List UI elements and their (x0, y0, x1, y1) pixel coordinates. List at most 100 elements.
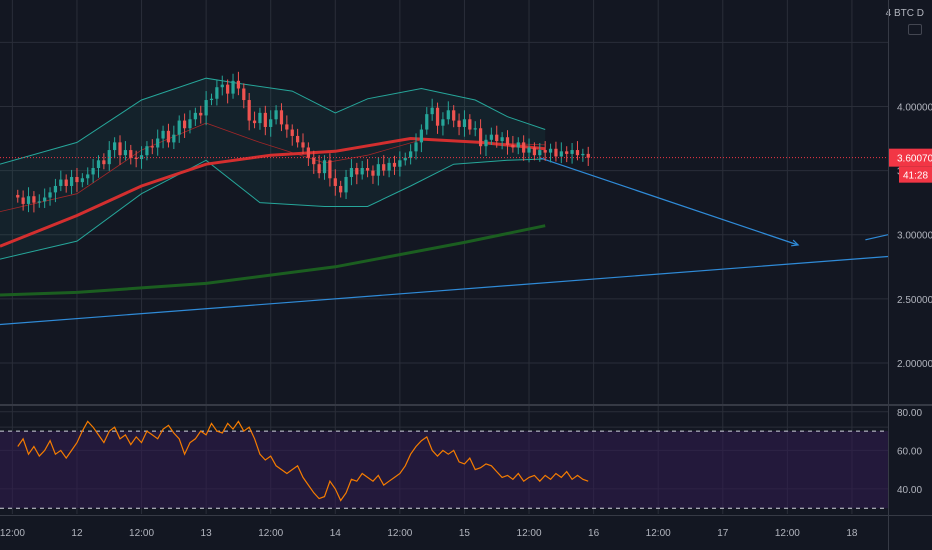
time-tick-label: 12:00 (129, 528, 154, 539)
candle-body (188, 119, 192, 129)
candle-body (252, 120, 257, 124)
candle-body (554, 148, 558, 157)
candle-body (473, 128, 477, 130)
last-price-badge (889, 148, 932, 167)
candle-body (382, 164, 386, 171)
candle-body (96, 160, 101, 169)
candle-body (263, 112, 267, 127)
candle-body (505, 137, 510, 145)
candle-body (387, 162, 391, 171)
candle-body (236, 80, 241, 89)
countdown-badge (899, 166, 932, 183)
candle-body (43, 197, 47, 202)
candle-body (139, 155, 144, 160)
last-price-label: 3.60070 (897, 154, 932, 165)
candle-body (64, 179, 68, 186)
countdown-label: 41:28 (903, 171, 928, 182)
bollinger-upper-line (0, 77, 546, 165)
candle-body (226, 84, 230, 94)
candle-body (37, 201, 41, 203)
candle-body (403, 157, 407, 161)
candle-body (543, 150, 547, 153)
candle-body (199, 112, 203, 116)
trend-line (539, 157, 799, 246)
candle-body (177, 120, 181, 135)
time-tick-label: 13 (201, 528, 213, 539)
candle-body (548, 148, 553, 153)
moving-average-mid (0, 136, 546, 248)
candle-body (69, 176, 74, 186)
candle-body (247, 100, 251, 121)
time-tick-label: 12:00 (258, 528, 283, 539)
candle-body (559, 151, 563, 157)
bollinger-band-fill (0, 78, 546, 260)
candle-body (392, 162, 397, 167)
candle-body (75, 176, 79, 183)
time-tick-label: 15 (459, 528, 471, 539)
time-tick-label: 12:00 (646, 528, 671, 539)
rsi-tick-label: 40.00 (897, 485, 922, 496)
candle-body (333, 178, 337, 186)
candle-body (32, 196, 36, 203)
candle-body (123, 150, 128, 156)
candle-body (446, 110, 450, 120)
candle-body (290, 129, 294, 136)
candle-body (371, 170, 375, 176)
candle-body (279, 110, 284, 125)
candle-body (398, 160, 402, 167)
candle-body (26, 196, 31, 204)
candle-body (344, 176, 348, 193)
candle-body (489, 134, 493, 140)
settings-icon[interactable] (908, 24, 922, 35)
candle-body (365, 168, 370, 171)
candle-body (301, 142, 305, 148)
candle-body (522, 142, 526, 153)
candle-body (511, 144, 515, 148)
candle-body (231, 80, 235, 94)
trend-line-arrowhead (791, 239, 800, 247)
candle-body (328, 160, 332, 179)
candle-body (86, 174, 90, 179)
candle-body (565, 151, 569, 154)
candle-body (80, 178, 84, 183)
bollinger-lower-line (0, 158, 546, 260)
candle-body (441, 119, 445, 126)
candle-body (376, 164, 380, 176)
price-tick-label: 2.00000 (897, 359, 932, 370)
candle-body (409, 151, 413, 158)
candle-body (166, 130, 171, 143)
time-tick-label: 18 (846, 528, 858, 539)
candle-body (113, 142, 117, 151)
candle-body (91, 168, 95, 175)
candle-body (312, 157, 316, 165)
candle-body (419, 129, 424, 143)
candle-body (129, 150, 133, 158)
candle-body (242, 88, 246, 101)
candle-body (53, 185, 58, 193)
candle-body (435, 107, 440, 126)
trend-line (0, 255, 889, 326)
price-tick-label: 4.00000 (897, 102, 932, 113)
candle-body (220, 84, 224, 88)
candle-body (16, 194, 20, 198)
candle-body (209, 98, 214, 101)
time-tick-label: 12:00 (387, 528, 412, 539)
candle-body (414, 142, 418, 152)
candle-body (182, 120, 187, 129)
candle-body (452, 110, 456, 121)
candle-body (172, 134, 176, 143)
candle-body (468, 119, 472, 130)
candle-body (134, 157, 138, 160)
candle-body (317, 164, 321, 174)
candle-body (495, 134, 499, 142)
candle-body (145, 146, 149, 156)
candle-body (285, 124, 289, 130)
candle-body (538, 150, 542, 156)
candle-body (21, 197, 25, 204)
candle-body (150, 146, 154, 148)
candle-body (161, 130, 165, 139)
candle-body (527, 147, 531, 153)
time-tick-label: 17 (717, 528, 729, 539)
rsi-tick-label: 60.00 (897, 446, 922, 457)
